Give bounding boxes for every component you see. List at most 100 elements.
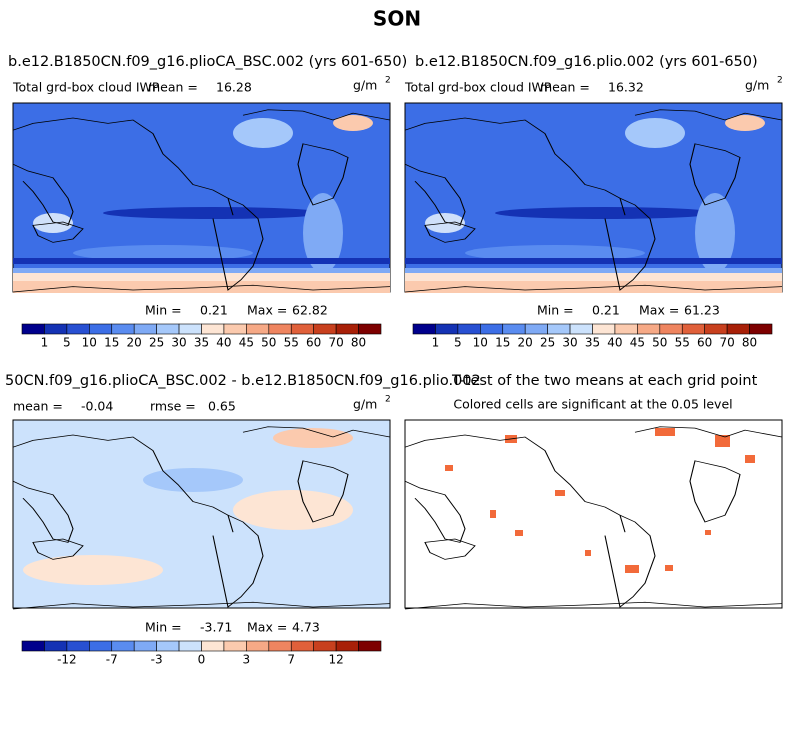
- max-value: 61.23: [684, 303, 720, 318]
- panel-note: Colored cells are significant at the 0.0…: [453, 397, 732, 412]
- colorbar-swatch: [659, 323, 683, 335]
- colorbar-swatch: [133, 323, 157, 335]
- colorbar-swatch: [435, 323, 459, 335]
- colorbar-label: 55: [675, 336, 690, 350]
- colorbar-swatch: [614, 323, 638, 335]
- colorbar-swatch: [201, 640, 225, 652]
- colorbar-swatch: [358, 323, 382, 335]
- colorbar-swatch: [480, 323, 504, 335]
- min-label: Min =: [537, 303, 574, 318]
- panel-title: 50CN.f09_g16.plioCA_BSC.002 - b.e12.B185…: [5, 373, 481, 389]
- colorbar-swatch: [290, 323, 314, 335]
- variable-name: Total grd-box cloud IWP: [12, 80, 160, 95]
- colorbar-swatch: [178, 640, 202, 652]
- colorbar-swatch: [201, 323, 225, 335]
- min-value: 0.21: [592, 303, 620, 318]
- colorbar-label: 50: [261, 336, 276, 350]
- colorbar-label: -7: [106, 653, 118, 667]
- colorbar-label: 45: [239, 336, 254, 350]
- colorbar-swatch: [21, 640, 45, 652]
- mean-value: 16.28: [216, 80, 252, 95]
- colorbar-label: 40: [216, 336, 231, 350]
- colorbar-swatch: [66, 640, 90, 652]
- panel-title: T-test of the two means at each grid poi…: [451, 373, 758, 389]
- colorbar-label: 80: [742, 336, 757, 350]
- colorbar-label: 20: [518, 336, 533, 350]
- colorbar-label: 50: [652, 336, 667, 350]
- colorbar-swatch: [133, 640, 157, 652]
- colorbar-swatch: [290, 640, 314, 652]
- colorbar-label: 12: [328, 653, 343, 667]
- min-value: -3.71: [200, 620, 232, 635]
- colorbar-swatch: [111, 323, 135, 335]
- units: g/m: [745, 78, 769, 93]
- min-value: 0.21: [200, 303, 228, 318]
- figure-title: SON: [373, 7, 421, 31]
- colorbar-swatch: [156, 323, 180, 335]
- colorbar-swatch: [704, 323, 728, 335]
- colorbar-swatch: [268, 323, 292, 335]
- units-exponent: 2: [385, 395, 391, 405]
- colorbar-label: 30: [562, 336, 577, 350]
- min-label: Min =: [145, 303, 182, 318]
- colorbar-swatch: [335, 640, 359, 652]
- mean-value: 16.32: [608, 80, 644, 95]
- colorbar-label: 15: [104, 336, 119, 350]
- colorbar-swatch: [89, 323, 113, 335]
- rmse-value: 0.65: [208, 399, 236, 414]
- colorbar-label: 15: [495, 336, 510, 350]
- colorbar-swatch: [156, 640, 180, 652]
- colorbar-label: 3: [243, 653, 251, 667]
- rmse-label: rmse =: [150, 399, 196, 414]
- colorbar-swatch: [749, 323, 773, 335]
- mean-label: mean =: [148, 80, 198, 95]
- units-exponent: 2: [385, 76, 391, 86]
- colorbar-label: 60: [697, 336, 712, 350]
- map: [12, 102, 391, 293]
- colorbar-label: 55: [284, 336, 299, 350]
- colorbar-swatch: [313, 640, 337, 652]
- colorbar-swatch: [89, 640, 113, 652]
- max-value: 62.82: [292, 303, 328, 318]
- colorbar-swatch: [223, 640, 247, 652]
- colorbar-swatch: [335, 323, 359, 335]
- colorbar-swatch: [313, 323, 337, 335]
- colorbar-label: 60: [306, 336, 321, 350]
- colorbar-label: 10: [473, 336, 488, 350]
- colorbar-label: 25: [149, 336, 164, 350]
- colorbar-swatch: [178, 323, 202, 335]
- max-label: Max =: [247, 620, 287, 635]
- units-exponent: 2: [777, 76, 783, 86]
- colorbar-label: 35: [585, 336, 600, 350]
- units: g/m: [353, 78, 377, 93]
- colorbar-label: 20: [127, 336, 142, 350]
- colorbar-swatch: [524, 323, 548, 335]
- colorbar-swatch: [726, 323, 750, 335]
- colorbar-swatch: [268, 640, 292, 652]
- colorbar-swatch: [592, 323, 616, 335]
- max-label: Max =: [639, 303, 679, 318]
- colorbar-label: 35: [194, 336, 209, 350]
- colorbar-swatch: [44, 640, 68, 652]
- colorbar-label: 1: [432, 336, 440, 350]
- max-label: Max =: [247, 303, 287, 318]
- mean-label: mean =: [13, 399, 63, 414]
- map: [404, 102, 783, 293]
- colorbar-label: 1: [41, 336, 49, 350]
- colorbar-swatch: [44, 323, 68, 335]
- colorbar-swatch: [21, 323, 45, 335]
- map: [12, 419, 391, 610]
- colorbar-label: 7: [287, 653, 295, 667]
- colorbar-swatch: [502, 323, 526, 335]
- mean-label: mean =: [540, 80, 590, 95]
- colorbar-label: 30: [171, 336, 186, 350]
- units: g/m: [353, 397, 377, 412]
- variable-name: Total grd-box cloud IWP: [404, 80, 552, 95]
- panel-title: b.e12.B1850CN.f09_g16.plioCA_BSC.002 (yr…: [8, 54, 407, 70]
- colorbar-swatch: [412, 323, 436, 335]
- colorbar-swatch: [457, 323, 481, 335]
- colorbar-swatch: [66, 323, 90, 335]
- max-value: 4.73: [292, 620, 320, 635]
- colorbar-label: -3: [151, 653, 163, 667]
